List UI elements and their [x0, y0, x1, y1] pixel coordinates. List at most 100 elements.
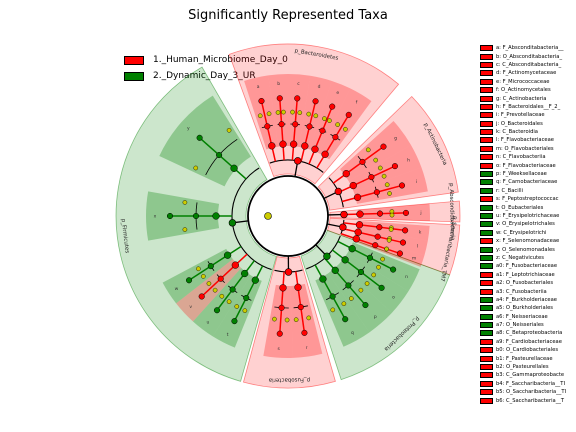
undefined	[323, 252, 331, 260]
undefined	[356, 220, 430, 241]
undefined	[251, 276, 259, 284]
chart-title: Significantly Represented Taxa	[188, 8, 388, 23]
key-swatch	[480, 355, 493, 362]
key-entry: n: C_Flavobacteriia	[480, 153, 566, 161]
undefined	[358, 287, 364, 293]
key-swatch	[480, 347, 493, 354]
undefined	[384, 246, 389, 252]
key-label: g: C_Actinobacteria	[496, 95, 547, 102]
undefined	[182, 227, 188, 232]
undefined	[338, 165, 396, 194]
key-label: a4: F_Burkholderiaceae	[496, 296, 557, 303]
undefined	[332, 134, 339, 141]
key-label: b3: C_Gammaproteobacte	[496, 372, 565, 379]
undefined	[207, 263, 214, 270]
wedge-label: r	[306, 345, 308, 351]
undefined	[319, 127, 326, 134]
taxa-key-list: a: F_Absconditabacteria__ b: O_Abscondita…	[480, 44, 566, 405]
wedge-label: x	[154, 215, 157, 220]
wedge-label: n	[405, 275, 408, 280]
undefined	[192, 212, 200, 220]
undefined	[264, 212, 272, 220]
undefined	[281, 109, 286, 115]
key-entry: w: C_Erysipelotrichi	[480, 229, 566, 237]
undefined	[290, 109, 295, 115]
key-label: a3: C_Fusobacteriia	[496, 288, 547, 295]
undefined	[182, 200, 188, 205]
key-swatch	[480, 372, 493, 379]
key-entry: u: F_Erysipelotrichaceae	[480, 212, 566, 220]
key-swatch	[480, 162, 493, 169]
undefined	[229, 286, 236, 293]
undefined	[399, 239, 407, 246]
undefined	[366, 254, 374, 261]
key-label: t: O_Eubacteriales	[496, 204, 544, 211]
key-label: q: F_Carnobacteriaceae	[496, 179, 558, 186]
undefined	[279, 284, 287, 292]
undefined	[342, 316, 349, 323]
undefined	[217, 275, 224, 282]
key-label: j: O_Bacteroidales	[496, 120, 543, 127]
undefined	[275, 110, 281, 115]
wedge-label: e	[336, 91, 339, 96]
undefined	[334, 187, 343, 196]
key-swatch	[480, 154, 493, 161]
undefined	[342, 170, 350, 178]
undefined	[373, 189, 380, 196]
undefined	[352, 235, 360, 243]
wedge-label: p	[374, 315, 377, 320]
undefined	[330, 307, 336, 313]
undefined	[294, 157, 302, 165]
key-entry: z: C_Negativicutes	[480, 254, 566, 262]
key-label: s: F_Peptostreptococcac	[496, 196, 559, 203]
key-swatch	[480, 246, 493, 253]
key-swatch	[480, 129, 493, 136]
undefined	[212, 287, 218, 293]
key-entry: a1: F_Leptotrichiaceae	[480, 271, 566, 279]
undefined	[193, 165, 199, 171]
key-entry: j: O_Bacteroidales	[480, 120, 566, 128]
undefined	[242, 255, 336, 389]
key-label: c: C_Absconditabacteria_	[496, 61, 562, 68]
undefined	[212, 275, 262, 348]
key-entry: l: F_Flavobacteriaceae	[480, 136, 566, 144]
key-entry: b5: O_Saccharibacteria__TI	[480, 388, 566, 396]
key-entry: g: C_Actinobacteria	[480, 94, 566, 102]
undefined	[289, 140, 298, 148]
legend-label-group-2: 2._Dynamic_Day_3_UR	[153, 71, 256, 81]
undefined	[219, 293, 225, 299]
undefined	[263, 284, 293, 358]
wedge-label: j	[419, 210, 421, 216]
key-label: b5: O_Saccharibacteria__TI	[496, 389, 567, 396]
undefined	[306, 315, 312, 321]
key-entry: b3: C_Gammaproteobacte	[480, 371, 566, 379]
undefined	[294, 283, 302, 291]
undefined	[276, 95, 283, 102]
wedge-label: h	[407, 157, 410, 163]
undefined	[341, 301, 347, 307]
undefined	[201, 253, 248, 298]
undefined	[241, 269, 249, 278]
key-label: o: F_Flavobacteriaceae	[496, 162, 556, 169]
undefined	[288, 74, 311, 147]
key-swatch	[480, 364, 493, 371]
undefined	[234, 304, 240, 309]
undefined	[264, 123, 271, 130]
undefined	[293, 317, 299, 322]
undefined	[258, 97, 265, 105]
key-label: r: C_Bacilli	[496, 187, 524, 194]
key-entry: e: F_Micrococcaceae	[480, 78, 566, 86]
wedge-label: b	[277, 81, 280, 87]
key-swatch	[480, 305, 493, 312]
undefined	[364, 281, 370, 286]
key-swatch	[480, 338, 493, 345]
undefined	[185, 277, 193, 284]
key-swatch	[480, 112, 493, 119]
key-swatch	[480, 95, 493, 102]
undefined	[357, 268, 365, 276]
undefined	[306, 111, 312, 117]
undefined	[355, 221, 364, 229]
undefined	[343, 212, 406, 216]
undefined	[297, 110, 303, 115]
